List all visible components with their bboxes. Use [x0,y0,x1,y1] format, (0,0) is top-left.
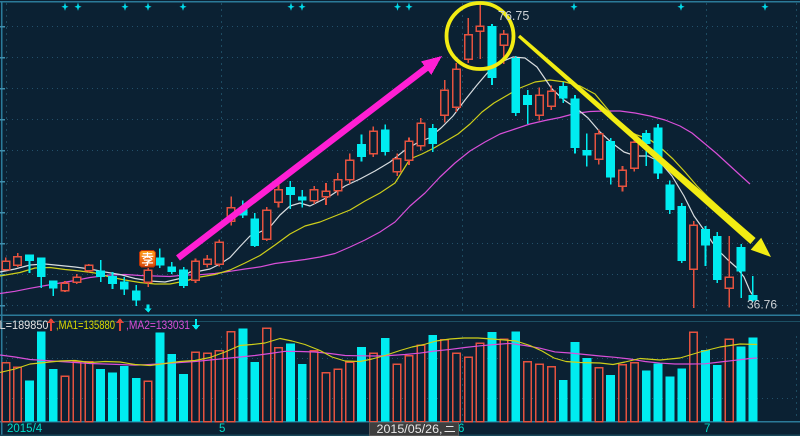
svg-text:76.75: 76.75 [498,9,529,23]
svg-text:2015/05/26,: 2015/05/26, [377,424,443,436]
svg-text:,MA1=135880: ,MA1=135880 [56,318,115,332]
svg-text:7: 7 [704,423,710,435]
svg-text:6: 6 [458,423,464,435]
svg-text:2015/4: 2015/4 [7,423,43,435]
svg-text:5: 5 [219,423,225,435]
svg-text:36.76: 36.76 [747,298,777,312]
svg-text:OL=189850: OL=189850 [0,318,49,332]
svg-text:,MA2=133031: ,MA2=133031 [126,318,190,332]
